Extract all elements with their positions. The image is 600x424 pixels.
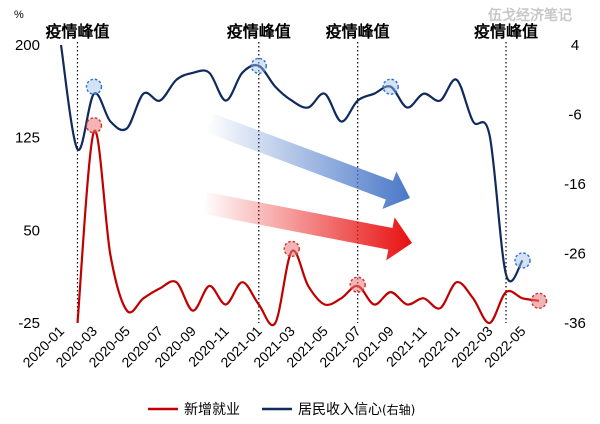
legend: 新增就业 居民收入信心(右轴) — [148, 402, 415, 418]
right-axis: 4 -6 -16 -26 -36 — [564, 37, 586, 332]
left-tick-label: 125 — [15, 130, 40, 147]
peak-annotation: 疫情峰值 — [227, 22, 291, 41]
highlight-circle — [250, 57, 267, 75]
highlight-circle — [530, 292, 548, 309]
peak-annotation: 疫情峰值 — [326, 22, 390, 41]
peak-annotation: 疫情峰值 — [474, 22, 538, 41]
left-tick-label: 50 — [23, 222, 40, 239]
right-tick-label: -26 — [564, 246, 586, 263]
trend-arrow-red — [202, 192, 412, 261]
highlight-circle — [514, 252, 531, 269]
right-tick-label: 4 — [571, 37, 579, 54]
left-axis: 200 125 50 -25 — [15, 37, 40, 332]
right-tick-label: -6 — [568, 107, 581, 124]
x-axis: 2020-012020-032020-052020-072020-092020-… — [19, 323, 528, 371]
left-axis-unit: % — [14, 9, 24, 21]
legend-label-income-confidence: 居民收入信心(右轴) — [298, 402, 415, 418]
watermark: 伍戈经济笔记 — [487, 7, 572, 24]
series-lines — [59, 44, 540, 327]
highlight-circle — [382, 78, 399, 95]
trend-arrows — [202, 113, 412, 261]
right-tick-label: -36 — [564, 315, 586, 332]
peak-markers: 疫情峰值 疫情峰值 疫情峰值 疫情峰值 — [45, 22, 538, 323]
series-line — [59, 44, 524, 283]
highlight-circle — [283, 240, 300, 258]
series-line — [76, 129, 540, 327]
highlight-circle — [85, 117, 103, 134]
highlight-circle — [349, 276, 366, 293]
left-tick-label: 200 — [15, 37, 40, 54]
left-tick-label: -25 — [18, 315, 40, 332]
peak-annotation: 疫情峰值 — [45, 22, 109, 41]
highlight-circle — [85, 78, 103, 95]
legend-label-employment: 新增就业 — [184, 402, 240, 418]
trend-arrow-blue — [206, 113, 410, 209]
right-tick-label: -16 — [564, 176, 586, 193]
highlight-circles — [85, 57, 548, 309]
